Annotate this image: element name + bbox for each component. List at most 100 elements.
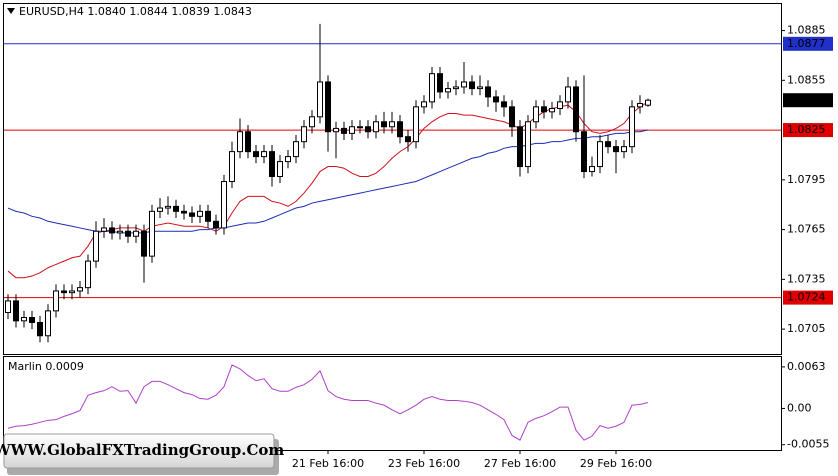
y-tick-label: 1.0885 [787,24,826,37]
candle-body [277,161,283,178]
y-tick-label: 1.0855 [787,73,826,86]
candle-body [621,146,627,153]
candle-body [453,86,459,90]
candle-body [133,230,139,237]
candle-body [149,210,155,257]
candle-body [477,86,483,90]
candle-body [501,101,507,108]
candle-body [341,127,347,134]
candle-body [357,126,363,129]
candle-body [509,106,515,128]
candle-body [245,131,251,153]
candle-body [389,121,395,128]
level-label-box [783,123,833,138]
candle-body [13,300,19,322]
candle-body [285,156,291,163]
y-tick-label: 1.0795 [787,173,826,186]
candle-body [237,131,243,153]
candle-body [325,81,331,133]
candle-body [261,151,267,158]
candle-body [645,99,651,106]
price-label-box [783,93,833,108]
candle-body [229,151,235,182]
candle-body [197,210,203,217]
candle-body [157,207,163,212]
candle-body [173,205,179,212]
main-panel [3,3,782,355]
candle-body [45,310,51,337]
y-tick-label: 1.0765 [787,223,826,236]
candle-body [581,131,587,173]
plot-layer: 1.0885 1.0855 1.0795 1.0765 1.0735 1.0705 0.00… [4,24,833,470]
candle-body [397,121,403,138]
candle-body [373,121,379,133]
y2-tick-label: -0.0055 [787,438,829,451]
level-label-box [783,36,833,51]
watermark: WWW.GlobalFXTradingGroup.Com [0,433,284,475]
candle-body [405,136,411,143]
indicator-value: 0.0009 [45,360,84,373]
indicator-line [7,364,649,441]
candle-body [493,96,499,103]
indicator-name: Marlin [8,360,42,373]
candle-body [485,86,491,98]
candle-body [573,86,579,133]
candle-body [549,108,555,113]
candle-body [213,220,219,229]
candle-body [469,81,475,90]
candle-body [637,103,643,108]
x-tick-label: 29 Feb 16:00 [580,457,652,470]
candle-body [629,106,635,148]
candle-body [429,73,435,103]
candle-body [253,151,259,158]
candle-body [613,146,619,153]
candle-body [109,227,115,234]
watermark-text: WWW.GlobalFXTradingGroup.Com [0,441,284,459]
candle-body [53,290,59,312]
candle-body [365,126,371,133]
candle-body [565,86,571,103]
candle-body [413,106,419,143]
candle-body [597,141,603,168]
y-tick-label: 1.0735 [787,272,826,285]
candle-body [317,81,323,118]
candle-body [21,317,27,322]
candle-body [517,126,523,168]
candle-body [29,317,35,323]
title-arrow [7,8,15,14]
candle-body [525,121,531,168]
candle-body [189,212,195,217]
candle-body [589,166,595,173]
y-tick-label: 1.0705 [787,322,826,335]
candle-body [5,300,11,314]
candle-body [309,116,315,128]
x-tick-label: 27 Feb 16:00 [484,457,556,470]
y2-tick-label: 0.00 [787,401,812,414]
candle-body [61,290,67,294]
level-label: 1.0724 [787,291,826,304]
candle-body [85,260,91,289]
candle-body [141,230,147,257]
candle-body [117,230,123,234]
candle-body [605,141,611,148]
chart-title: EURUSD,H4 1.0840 1.0844 1.0839 1.0843 [19,5,252,18]
indicator-panel [3,356,782,451]
candle-body [165,205,171,209]
y2-tick-label: 0.0063 [787,360,826,373]
candle-body [421,101,427,108]
x-tick-label: 21 Feb 16:00 [292,457,364,470]
level-label: 1.0877 [787,37,826,50]
candle-body [557,101,563,110]
candle-body [541,106,547,113]
candle-body [437,73,443,93]
candle-body [125,230,131,237]
candle-body [77,287,83,292]
candle-body [445,88,451,93]
candle-body [533,106,539,123]
candle-body [333,127,339,133]
candle-body [93,230,99,262]
candle-body [181,210,187,214]
indicator-label: Marlin 0.0009 [8,360,84,373]
